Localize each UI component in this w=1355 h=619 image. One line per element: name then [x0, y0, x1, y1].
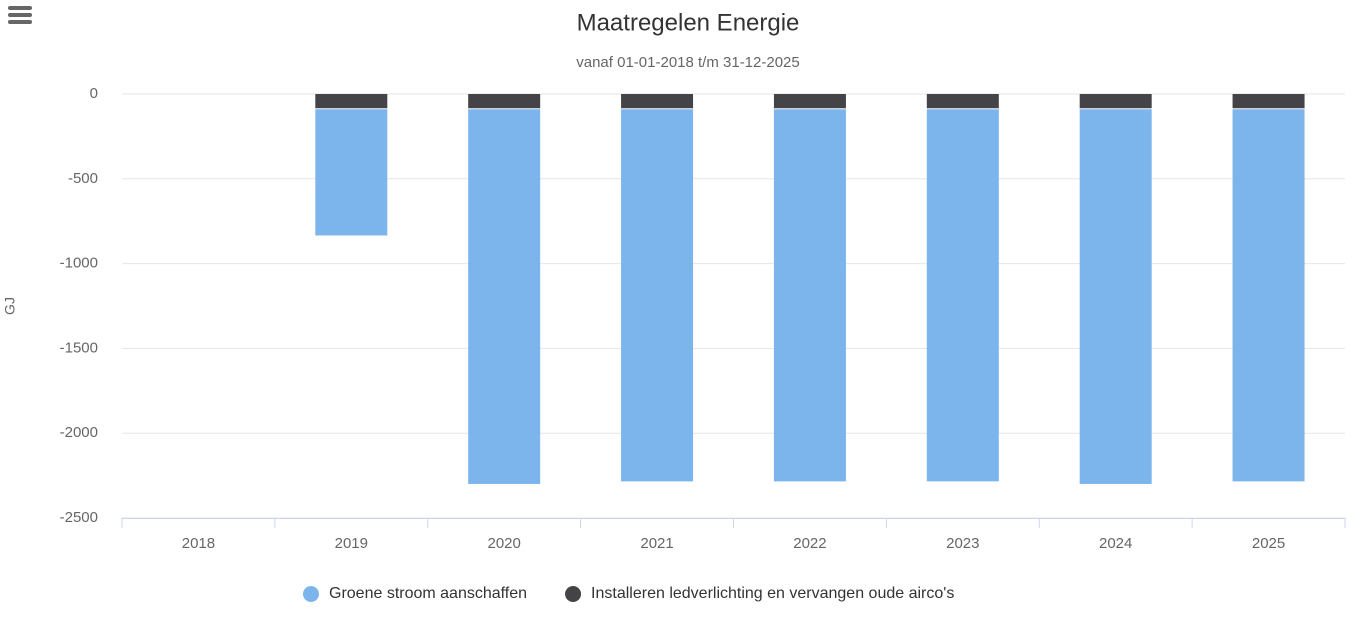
chart-subtitle: vanaf 01-01-2018 t/m 31-12-2025	[576, 54, 799, 71]
bar	[926, 109, 999, 482]
legend-marker	[303, 586, 319, 602]
y-tick-label: -500	[68, 170, 98, 187]
x-tick-label: 2025	[1252, 535, 1285, 552]
legend-label: Groene stroom aanschaffen	[329, 585, 527, 602]
y-tick-label: -2500	[60, 509, 98, 526]
bar	[315, 109, 388, 236]
x-tick-label: 2022	[793, 535, 826, 552]
x-tick-label: 2024	[1099, 535, 1132, 552]
y-tick-label: 0	[90, 85, 98, 102]
legend-marker	[565, 586, 582, 602]
y-tick-label: -2000	[60, 424, 98, 441]
bar	[926, 94, 999, 109]
bar	[773, 94, 846, 109]
x-tick-label: 2023	[946, 535, 979, 552]
x-tick-label: 2019	[335, 535, 368, 552]
x-tick-label: 2020	[488, 535, 521, 552]
bar	[468, 109, 541, 484]
y-tick-label: -1000	[60, 255, 98, 272]
y-axis-label: GJ	[2, 297, 18, 315]
bar	[621, 94, 694, 109]
bar	[773, 109, 846, 482]
legend: Groene stroom aanschaffen Installeren led…	[303, 585, 954, 602]
bar	[1079, 94, 1152, 109]
bar	[1232, 94, 1305, 109]
bar	[1232, 109, 1305, 482]
y-tick-label: -1500	[60, 339, 98, 356]
x-tick-label: 2018	[182, 535, 215, 552]
legend-label: Installeren ledverlichting en vervangen …	[591, 585, 954, 602]
bar	[621, 109, 694, 482]
bar	[315, 94, 388, 109]
chart-title: Maatregelen Energie	[577, 9, 800, 36]
x-tick-label: 2021	[640, 535, 673, 552]
bar	[468, 94, 541, 109]
bar	[1079, 109, 1152, 484]
menu-icon[interactable]	[8, 6, 32, 24]
